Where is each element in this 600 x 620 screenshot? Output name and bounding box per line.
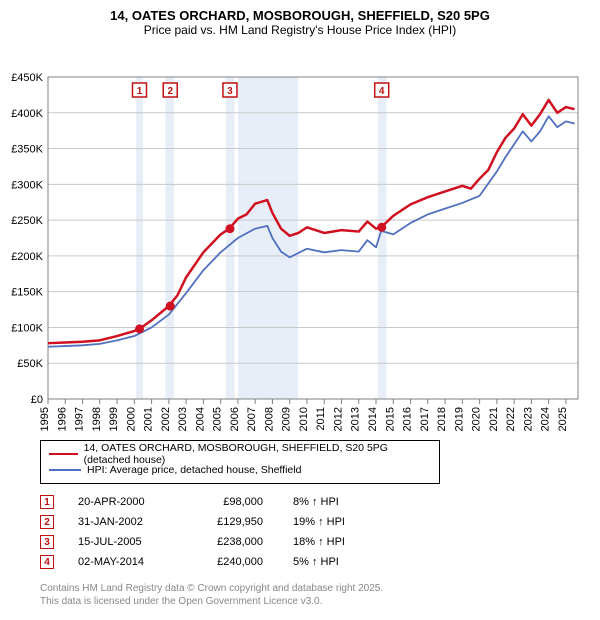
footnote-line1: Contains HM Land Registry data © Crown c…	[40, 582, 600, 595]
legend-swatch-red	[49, 453, 78, 456]
svg-text:2021: 2021	[488, 407, 500, 431]
svg-text:1995: 1995	[39, 407, 51, 431]
svg-text:2003: 2003	[177, 407, 189, 431]
svg-text:2020: 2020	[471, 407, 483, 431]
svg-text:2017: 2017	[419, 407, 431, 431]
svg-text:£0: £0	[31, 394, 43, 406]
svg-text:£300K: £300K	[11, 179, 43, 191]
svg-text:2011: 2011	[315, 407, 327, 431]
sale-marker-table: 120-APR-2000£98,0008% ↑ HPI231-JAN-2002£…	[40, 492, 600, 572]
sale-date: 15-JUL-2005	[78, 536, 193, 548]
svg-text:2014: 2014	[367, 407, 379, 431]
page-title: 14, OATES ORCHARD, MOSBOROUGH, SHEFFIELD…	[0, 8, 600, 23]
legend-label-red: 14, OATES ORCHARD, MOSBOROUGH, SHEFFIELD…	[84, 442, 431, 466]
sale-marker-num: 4	[40, 555, 54, 569]
sale-price: £129,950	[193, 516, 293, 528]
sale-row: 2 31-JAN-2002£129,95019% ↑ HPI	[40, 512, 600, 532]
page-subtitle: Price paid vs. HM Land Registry's House …	[0, 23, 600, 37]
footnote-line2: This data is licensed under the Open Gov…	[40, 595, 600, 608]
svg-text:£200K: £200K	[11, 251, 43, 263]
svg-text:2016: 2016	[402, 407, 414, 431]
svg-text:£100K: £100K	[11, 322, 43, 334]
svg-text:2005: 2005	[212, 407, 224, 431]
sale-price: £238,000	[193, 536, 293, 548]
svg-text:3: 3	[227, 86, 233, 97]
svg-text:£400K: £400K	[11, 108, 43, 120]
svg-text:2004: 2004	[194, 407, 206, 431]
svg-text:4: 4	[379, 86, 385, 97]
sale-price: £240,000	[193, 556, 293, 568]
svg-text:2002: 2002	[160, 407, 172, 431]
footnote: Contains HM Land Registry data © Crown c…	[40, 582, 600, 608]
svg-text:£350K: £350K	[11, 144, 43, 156]
sale-marker-num: 1	[40, 495, 54, 509]
sale-pct: 5% ↑ HPI	[293, 556, 373, 568]
legend-row-red: 14, OATES ORCHARD, MOSBOROUGH, SHEFFIELD…	[49, 446, 431, 462]
svg-text:1996: 1996	[56, 407, 68, 431]
sale-row: 1 20-APR-2000£98,0008% ↑ HPI	[40, 492, 600, 512]
svg-text:£150K: £150K	[11, 287, 43, 299]
svg-text:1: 1	[137, 86, 143, 97]
svg-text:2024: 2024	[540, 407, 552, 431]
svg-text:2023: 2023	[522, 407, 534, 431]
legend-label-blue: HPI: Average price, detached house, Shef…	[87, 464, 301, 476]
svg-text:2009: 2009	[281, 407, 293, 431]
sale-date: 31-JAN-2002	[78, 516, 193, 528]
svg-text:2015: 2015	[384, 407, 396, 431]
svg-text:£50K: £50K	[17, 358, 43, 370]
svg-text:£450K: £450K	[11, 72, 43, 84]
svg-text:2010: 2010	[298, 407, 310, 431]
svg-text:1998: 1998	[91, 407, 103, 431]
svg-text:2012: 2012	[332, 407, 344, 431]
price-chart: £0 £50K £100K £150K £200K £250K £300K £350K £400…	[10, 39, 590, 434]
svg-text:2006: 2006	[229, 407, 241, 431]
sale-pct: 8% ↑ HPI	[293, 496, 373, 508]
sale-marker-num: 2	[40, 515, 54, 529]
svg-text:2022: 2022	[505, 407, 517, 431]
svg-text:2: 2	[167, 86, 173, 97]
sale-price: £98,000	[193, 496, 293, 508]
sale-date: 20-APR-2000	[78, 496, 193, 508]
svg-text:2018: 2018	[436, 407, 448, 431]
sale-row: 3 15-JUL-2005£238,00018% ↑ HPI	[40, 532, 600, 552]
svg-text:2025: 2025	[557, 407, 569, 431]
svg-text:2001: 2001	[143, 407, 155, 431]
svg-text:2019: 2019	[453, 407, 465, 431]
sale-pct: 18% ↑ HPI	[293, 536, 373, 548]
legend: 14, OATES ORCHARD, MOSBOROUGH, SHEFFIELD…	[40, 440, 440, 484]
svg-text:2008: 2008	[263, 407, 275, 431]
svg-text:2013: 2013	[350, 407, 362, 431]
sale-marker-num: 3	[40, 535, 54, 549]
svg-text:2000: 2000	[125, 407, 137, 431]
svg-text:1999: 1999	[108, 407, 120, 431]
chart-svg: £0 £50K £100K £150K £200K £250K £300K £350K £400…	[10, 39, 590, 434]
sale-row: 4 02-MAY-2014£240,0005% ↑ HPI	[40, 552, 600, 572]
svg-text:1997: 1997	[74, 407, 86, 431]
sale-date: 02-MAY-2014	[78, 556, 193, 568]
svg-text:£250K: £250K	[11, 215, 43, 227]
svg-text:2007: 2007	[246, 407, 258, 431]
sale-pct: 19% ↑ HPI	[293, 516, 373, 528]
legend-swatch-blue	[49, 469, 81, 472]
